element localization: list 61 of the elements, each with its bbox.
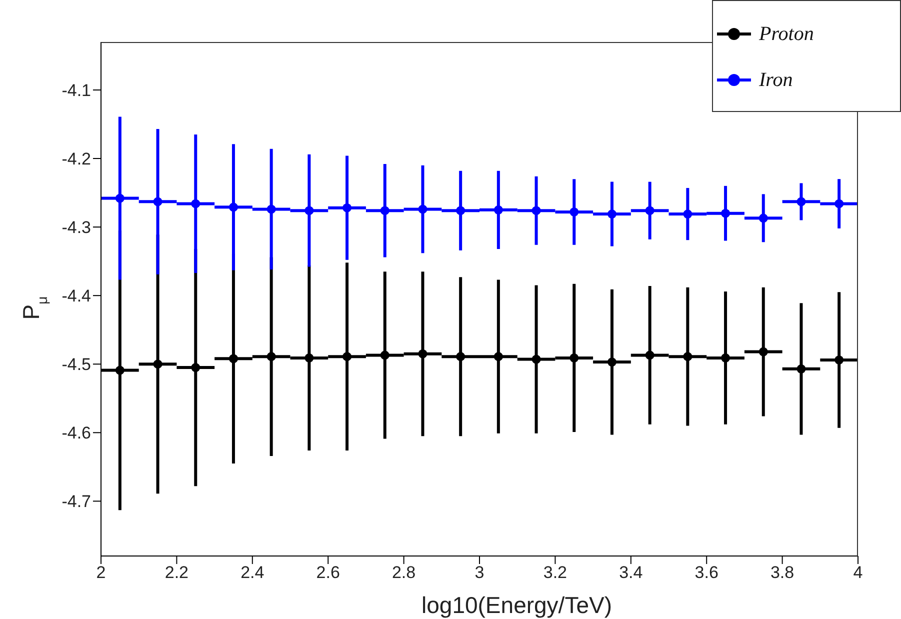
point (266, 204, 276, 214)
x-tick-label: 3.6 (694, 563, 718, 582)
x-tick-label: 2.8 (392, 563, 416, 582)
point (796, 364, 806, 374)
point (418, 349, 428, 358)
y-tick-label: -4.3 (62, 218, 91, 238)
point (153, 360, 162, 369)
x-tick-label: 3 (474, 563, 484, 582)
point (645, 206, 654, 216)
y-tick-label: -4.2 (62, 150, 91, 169)
point (342, 203, 352, 212)
point (532, 354, 541, 364)
point (570, 207, 579, 216)
y-tick-label: -4.7 (62, 492, 91, 512)
point (607, 210, 616, 219)
point (456, 206, 466, 216)
point (532, 206, 541, 216)
y-tick-label: -4.4 (62, 286, 91, 306)
point (721, 353, 730, 362)
x-tick-label: 4 (853, 563, 863, 582)
point (683, 352, 692, 362)
x-tick-label: 3.4 (619, 563, 643, 582)
point (266, 352, 276, 362)
point (380, 350, 390, 360)
point (380, 206, 390, 216)
point (721, 208, 730, 218)
x-tick-label: 2.4 (240, 563, 264, 582)
point (570, 353, 579, 362)
point (758, 347, 768, 356)
x-tick-label: 3.8 (770, 563, 794, 582)
point (191, 363, 200, 372)
y-tick-label: -4.6 (62, 424, 91, 443)
point (607, 358, 616, 367)
x-tick-label: 2.6 (316, 563, 340, 582)
point (834, 355, 844, 364)
point (153, 197, 162, 206)
legend-label: Proton (759, 22, 814, 46)
point (342, 352, 352, 362)
point (228, 354, 238, 364)
point (796, 197, 806, 206)
point (191, 199, 200, 208)
x-tick-label: 2.2 (164, 563, 189, 582)
point (494, 352, 503, 362)
x-tick-label: 2 (96, 563, 106, 582)
point (456, 352, 466, 362)
point (304, 206, 314, 216)
y-tick-label: -4.5 (62, 355, 91, 374)
legend-label: Iron (759, 68, 793, 92)
point (304, 353, 314, 362)
point (418, 204, 428, 214)
point (683, 210, 692, 219)
point (115, 194, 124, 203)
point (834, 199, 844, 208)
y-tick-label: -4.1 (62, 81, 91, 100)
point (758, 214, 768, 223)
point (645, 350, 654, 360)
x-tick-label: 3.2 (543, 563, 568, 582)
x-axis-title: log10(Energy/TeV) (422, 592, 612, 618)
point (115, 366, 124, 375)
point (228, 202, 238, 212)
point (494, 205, 503, 214)
